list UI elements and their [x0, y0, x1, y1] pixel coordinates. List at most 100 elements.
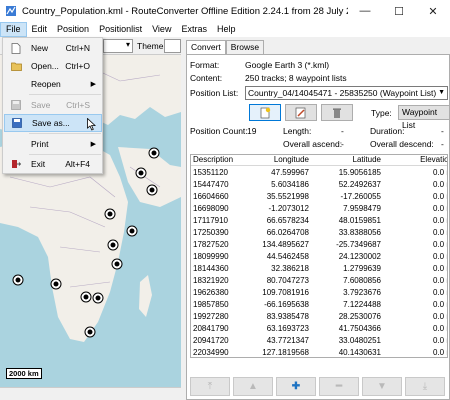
cell-longitude: 80.7047273 [266, 276, 309, 285]
table-row[interactable]: 20841790 63.1693723 41.7504366 0.0 m [191, 323, 447, 335]
move-up-button[interactable]: ▲ [233, 377, 273, 396]
close-button[interactable]: ✕ [428, 5, 438, 18]
table-row[interactable]: 19626380 109.7081916 3.7923676 0.0 m [191, 287, 447, 299]
position-list-select[interactable]: Country_04/14045471 - 25835250 (Waypoint… [245, 86, 448, 100]
position-count-value: 19 [247, 126, 257, 136]
menu-separator [29, 133, 101, 134]
cell-elevation: 0.0 m [432, 276, 447, 285]
rename-list-button[interactable] [285, 104, 317, 121]
duration-label: Duration: [370, 126, 405, 136]
cell-latitude: 1.2799639 [343, 264, 381, 273]
move-down-icon: ▼ [377, 381, 387, 392]
table-row[interactable]: 18144360 32.386218 1.2799639 0.0 m [191, 263, 447, 275]
new-list-button[interactable] [249, 104, 281, 121]
menu-edit[interactable]: Edit [31, 24, 48, 34]
menu-help[interactable]: Help [216, 24, 236, 34]
cell-longitude: 5.6034186 [271, 180, 309, 189]
table-row[interactable]: 15351120 47.599967 15.9056185 0.0 m [191, 167, 447, 179]
column-header-latitude[interactable]: Latitude [352, 155, 381, 164]
map-scale-bar: 2000 km [6, 368, 42, 379]
cell-longitude: -1.2073012 [268, 204, 309, 213]
tab-browse[interactable]: Browse [225, 40, 265, 54]
cell-latitude: 28.2530076 [338, 312, 381, 321]
format-label: Format: [190, 60, 220, 70]
cell-elevation: 0.0 m [432, 168, 447, 177]
remove-position-button[interactable]: ━ [319, 377, 359, 396]
arabia-land [118, 147, 181, 207]
title-bar: Country_Population.kml - RouteConverter … [0, 0, 450, 22]
open-folder-icon [10, 60, 22, 72]
overall-ascend-value: - [341, 139, 344, 149]
menu-item-reopen[interactable]: Reopen ▶ [4, 75, 102, 93]
move-down-button[interactable]: ▼ [362, 377, 402, 396]
cell-latitude: 52.2492637 [338, 180, 381, 189]
cell-longitude: 44.5462458 [266, 252, 309, 261]
table-row[interactable]: 18099990 44.5462458 24.1230002 0.0 m [191, 251, 447, 263]
table-row[interactable]: 22034990 127.1819568 40.1430631 0.0 m [191, 347, 447, 357]
convert-panel: Convert Browse Format: Google Earth 3 (*… [183, 37, 450, 400]
menu-positionlist[interactable]: Positionlist [99, 24, 143, 34]
delete-list-button[interactable] [321, 104, 353, 121]
format-value: Google Earth 3 (*.kml) [245, 60, 330, 70]
menu-file[interactable]: File [0, 22, 27, 37]
cell-description: 15351120 [193, 168, 228, 177]
table-row[interactable]: 16604660 35.5521998 -17.260055 0.0 m [191, 191, 447, 203]
table-row[interactable]: 17117910 66.6578234 48.0159851 0.0 m [191, 215, 447, 227]
cell-longitude: 43.7721347 [266, 336, 309, 345]
cell-latitude: 7.1224488 [343, 300, 381, 309]
menu-extras[interactable]: Extras [181, 24, 207, 34]
table-row[interactable]: 17827520 134.4895627 -25.7349687 0.0 m [191, 239, 447, 251]
list-action-buttons: ⤒ ▲ ✚ ━ ▼ ⤓ [190, 377, 450, 399]
menu-item-print[interactable]: Print ▶ [4, 135, 102, 153]
table-row[interactable]: 16698090 -1.2073012 7.9598479 0.0 m [191, 203, 447, 215]
minimize-button[interactable]: — [359, 5, 371, 17]
type-label: Type: [371, 108, 392, 118]
cell-description: 17827520 [193, 240, 229, 249]
submenu-arrow-icon: ▶ [90, 141, 96, 148]
cell-description: 17250390 [193, 228, 229, 237]
overall-descend-value: - [441, 139, 444, 149]
table-row[interactable]: 20941720 43.7721347 33.0480251 0.0 m [191, 335, 447, 347]
position-list-label: Position List: [190, 88, 239, 98]
menu-item-open[interactable]: Open... Ctrl+O [4, 57, 102, 75]
new-list-icon [260, 107, 271, 118]
column-header-longitude[interactable]: Longitude [273, 155, 309, 164]
chevron-down-icon: ▼ [438, 89, 445, 96]
menu-separator [29, 94, 101, 95]
table-row[interactable]: 18321920 80.7047273 7.6080856 0.0 m [191, 275, 447, 287]
menu-position[interactable]: Position [57, 24, 90, 34]
menu-item-save-as[interactable]: Save as... [4, 114, 102, 132]
table-row[interactable]: 17250390 66.0264708 33.8388056 0.0 m [191, 227, 447, 239]
positions-table[interactable]: Description Longitude Latitude Elevation… [190, 154, 448, 358]
menu-view[interactable]: View [152, 24, 172, 34]
exit-icon [10, 158, 22, 170]
maximize-button[interactable]: ☐ [394, 5, 404, 18]
theme-select[interactable] [164, 39, 181, 53]
menu-item-save[interactable]: Save Ctrl+S [4, 96, 102, 114]
menu-item-new[interactable]: New Ctrl+N [4, 39, 102, 57]
move-top-button[interactable]: ⤒ [190, 377, 230, 396]
cell-longitude: 83.9385478 [266, 312, 309, 321]
cell-elevation: 0.0 m [432, 228, 447, 237]
menu-item-shortcut: Alt+F4 [65, 159, 90, 169]
column-header-description[interactable]: Description [193, 155, 234, 164]
type-select[interactable]: Waypoint List [398, 105, 450, 130]
cell-latitude: 48.0159851 [338, 216, 381, 225]
menu-item-exit[interactable]: Exit Alt+F4 [4, 155, 102, 173]
tab-convert[interactable]: Convert [186, 40, 226, 55]
content-label: Content: [190, 73, 223, 83]
move-bottom-button[interactable]: ⤓ [405, 377, 445, 396]
add-position-button[interactable]: ✚ [276, 377, 316, 396]
map-selector[interactable]: ▾ [103, 39, 133, 53]
cell-description: 17117910 [193, 216, 228, 225]
table-row[interactable]: 19927280 83.9385478 28.2530076 0.0 m [191, 311, 447, 323]
table-row[interactable]: 15447470 5.6034186 52.2492637 0.0 m [191, 179, 447, 191]
africa-land [0, 141, 128, 342]
menu-item-shortcut: Ctrl+N [65, 43, 90, 53]
cell-latitude: 24.1230002 [338, 252, 381, 261]
column-header-elevation[interactable]: Elevation [420, 155, 447, 164]
table-row[interactable]: 19857850 -66.1695638 7.1224488 0.0 m [191, 299, 447, 311]
mouse-cursor-icon [87, 117, 97, 133]
menu-bar: File Edit Position Positionlist View Ext… [0, 22, 450, 37]
cell-elevation: 0.0 m [432, 180, 447, 189]
